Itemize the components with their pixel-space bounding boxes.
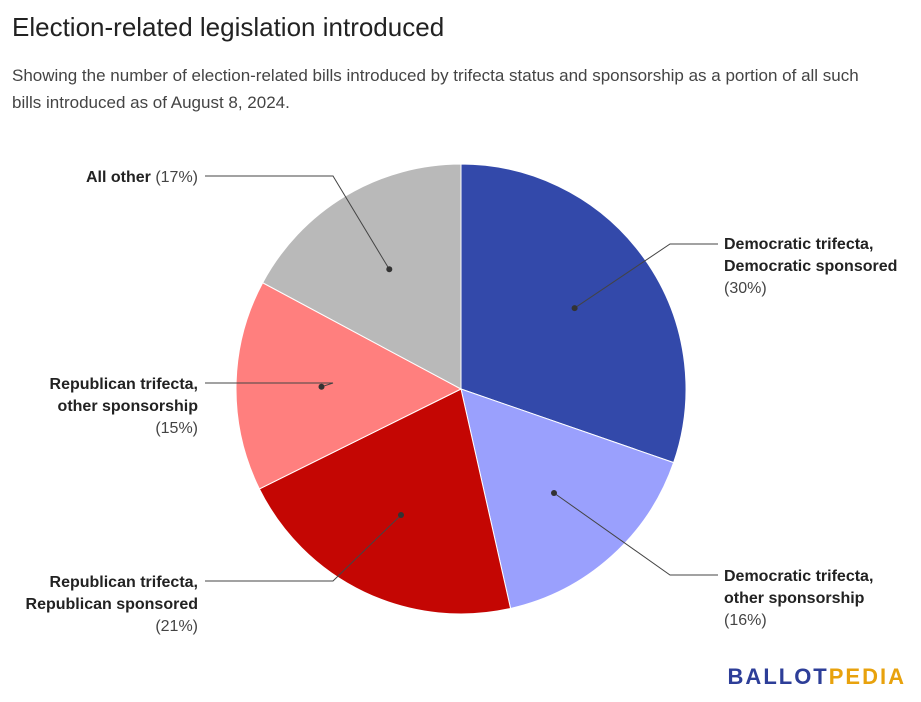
- slice-label-5: All other (17%): [86, 169, 198, 186]
- slice-label-2-line-1: Democratic trifecta,: [724, 568, 873, 585]
- pie-slice-4[interactable]: [235, 282, 463, 490]
- slice-label-1-line-1: Democratic trifecta,: [724, 236, 873, 253]
- chart-title: Election-related legislation introduced: [12, 12, 445, 42]
- logo-part-1: BALLOT: [727, 664, 829, 689]
- slice-pct-3: (21%): [155, 618, 198, 635]
- slice-label-3-line-2: Republican sponsored: [26, 596, 198, 613]
- leader-line-1: [574, 243, 718, 309]
- chart-subtitle: Showing the number of election-related b…: [12, 66, 859, 112]
- leader-dot-5: [386, 266, 393, 273]
- slice-label-2-line-2: other sponsorship: [724, 590, 865, 607]
- slice-label-4-line-1: Republican trifecta,: [50, 376, 198, 393]
- pie-slice-2[interactable]: [460, 388, 675, 610]
- slice-label-4-line-2: other sponsorship: [58, 398, 199, 415]
- slice-label-1-line-2: Democratic sponsored: [724, 258, 897, 275]
- leader-line-4: [205, 382, 334, 388]
- slice-pct-2: (16%): [724, 612, 767, 629]
- ballotpedia-logo[interactable]: BALLOTPEDIA: [728, 664, 906, 690]
- leader-dot-2: [551, 490, 557, 496]
- slice-label-3-line-1: Republican trifecta,: [50, 574, 198, 591]
- slice-pct-1: (30%): [724, 280, 767, 297]
- leader-line-2: [553, 492, 718, 576]
- leader-dot-3: [398, 512, 404, 518]
- leader-dot-1: [571, 305, 578, 312]
- logo-part-2: PEDIA: [828, 664, 906, 689]
- leader-line-3: [205, 514, 402, 582]
- slice-pct-4: (15%): [155, 420, 198, 437]
- leader-dot-4: [318, 383, 325, 390]
- leader-line-5: [205, 175, 390, 270]
- pie-slice-1[interactable]: [460, 163, 687, 464]
- pie-slice-3[interactable]: [258, 388, 512, 615]
